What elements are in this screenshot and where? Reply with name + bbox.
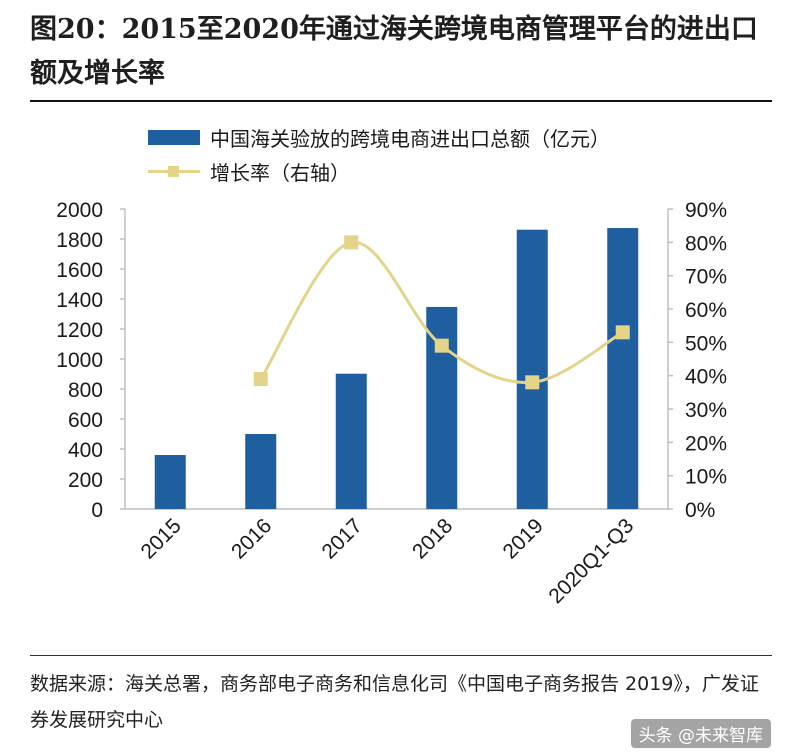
- bar: [607, 228, 639, 510]
- left-tick-label: 0: [91, 499, 103, 522]
- right-tick-label: 20%: [685, 432, 727, 455]
- growth-point: [525, 375, 540, 390]
- legend: 中国海关验放的跨境电商进出口总额（亿元） 增长率（右轴）: [148, 120, 610, 188]
- left-tick-label: 400: [68, 439, 103, 462]
- legend-bar-label: 中国海关验放的跨境电商进出口总额（亿元）: [210, 126, 610, 151]
- left-tick-label: 200: [68, 469, 103, 492]
- bar: [245, 434, 277, 509]
- left-tick-label: 1600: [56, 259, 103, 282]
- x-tick-label: 2016: [227, 514, 276, 563]
- x-tick-label: 2020Q1-Q3: [544, 514, 638, 608]
- legend-item-bar: 中国海关验放的跨境电商进出口总额（亿元）: [148, 120, 610, 154]
- right-tick-label: 30%: [685, 399, 727, 422]
- left-tick-label: 1200: [56, 319, 103, 342]
- legend-line-swatch: [148, 164, 200, 179]
- bar: [154, 455, 186, 509]
- left-tick-label: 2000: [56, 199, 103, 222]
- right-tick-label: 70%: [685, 266, 727, 289]
- legend-bar-swatch: [148, 129, 200, 145]
- chart-title: 图20：2015至2020年通过海关跨境电商管理平台的进出口额及增长率: [30, 14, 758, 89]
- right-tick-label: 60%: [685, 299, 727, 322]
- chart-canvas: 0 200 400 600 800 1000 1200 1400 1600 1800 2000 0% 1…: [56, 199, 727, 608]
- x-tick-label: 2018: [408, 514, 457, 563]
- bar: [426, 306, 458, 509]
- growth-point: [253, 372, 268, 386]
- source-divider: [30, 655, 772, 656]
- legend-item-line: 增长率（右轴）: [148, 154, 610, 188]
- bar: [335, 373, 367, 509]
- right-tick-label: 80%: [685, 232, 727, 255]
- growth-line: [259, 240, 624, 385]
- title-divider: [30, 100, 772, 102]
- left-tick-label: 800: [68, 379, 103, 402]
- source-note: 数据来源：海关总署，商务部电子商务和信息化司《中国电子商务报告 2019》，广发…: [30, 673, 759, 731]
- bar: [516, 229, 548, 509]
- left-tick-label: 1400: [56, 289, 103, 312]
- x-tick-label: 2015: [136, 514, 185, 563]
- right-tick-label: 10%: [685, 466, 727, 489]
- watermark: 头条 @未来智库: [630, 719, 771, 748]
- x-tick-label: 2019: [498, 514, 547, 563]
- growth-point: [615, 325, 630, 340]
- x-tick-label: 2017: [317, 514, 366, 563]
- growth-point: [344, 235, 359, 250]
- left-tick-label: 1800: [56, 229, 103, 252]
- right-tick-label: 40%: [685, 366, 727, 389]
- legend-line-label: 增长率（右轴）: [210, 160, 350, 185]
- left-tick-label: 1000: [56, 349, 103, 372]
- right-tick-label: 0%: [685, 499, 715, 522]
- left-tick-label: 600: [68, 409, 103, 432]
- right-tick-label: 50%: [685, 332, 727, 355]
- growth-point: [434, 338, 449, 353]
- right-tick-label: 90%: [685, 199, 727, 222]
